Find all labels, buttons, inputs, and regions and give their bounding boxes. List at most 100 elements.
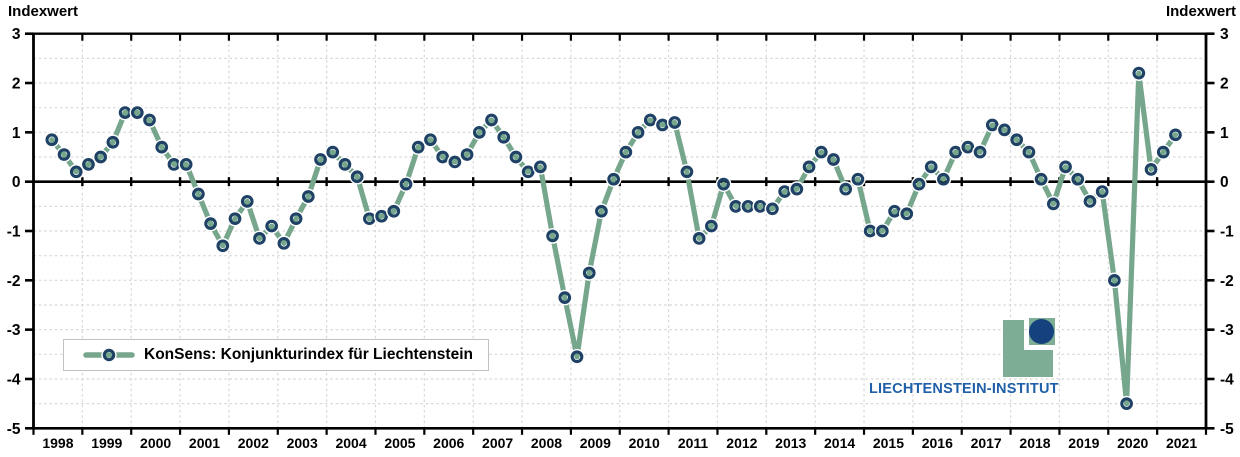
y-tick-label-left: -3 [7,322,21,339]
data-point-marker [1144,162,1158,176]
data-point-marker [228,212,242,226]
x-year-label: 2011 [678,435,709,451]
data-point-halo [471,124,488,141]
data-point-marker [424,133,437,147]
x-year-label: 2015 [873,435,904,451]
data-point-marker [1120,397,1133,410]
data-point-marker [778,185,791,198]
data-point-halo [1143,161,1159,178]
data-point-halo [215,237,231,254]
liechtenstein-institut-wordmark: LIECHTENSTEIN-INSTITUT [869,381,1059,397]
x-year-label: 2001 [189,435,220,451]
x-year-label: 2012 [726,435,757,451]
data-point-marker [155,140,169,154]
x-year-label: 1998 [42,435,73,451]
data-point-halo [1131,65,1147,81]
data-point-marker [1046,197,1060,211]
data-point-halo [1045,196,1062,212]
data-point-halo [92,149,109,165]
data-point-halo [227,210,243,227]
data-point-marker [827,153,840,166]
data-point-halo [801,159,817,175]
legend-series-label: KonSens: Konjunkturindex für Liechtenste… [144,346,473,363]
x-year-label: 2009 [580,435,611,451]
data-point-marker [937,172,950,186]
y-tick-label-left: -2 [7,273,21,290]
data-point-halo [666,114,683,131]
data-point-marker [94,150,108,164]
data-point-halo [679,164,695,180]
x-year-label: 2017 [971,435,1002,451]
data-point-halo [996,122,1013,138]
y-tick-label-right: -1 [1220,224,1234,241]
data-point-halo [825,151,842,168]
data-point-marker [387,204,401,218]
data-point-halo [68,164,85,180]
data-point-marker [546,229,559,243]
data-point-halo [422,131,439,148]
data-point-halo [80,156,97,173]
data-point-marker [534,160,547,174]
data-point-marker [1132,66,1146,80]
y-tick-label-left: -4 [7,371,21,388]
y-tick-label-right: 1 [1220,125,1229,142]
data-point-halo [508,149,524,165]
y-tick-label-left: 1 [12,125,21,142]
data-point-marker [717,177,730,191]
x-year-label: 2003 [287,435,318,451]
data-point-marker [240,195,254,208]
data-point-marker [436,150,450,164]
data-point-halo [972,144,988,160]
x-year-label: 2018 [1019,435,1050,451]
data-point-marker [448,155,462,169]
data-point-halo [44,131,60,148]
data-point-marker [289,212,303,226]
data-point-halo [556,289,573,306]
data-point-marker [106,135,120,149]
x-year-label: 2020 [1117,435,1148,451]
data-point-halo [312,151,329,168]
data-point-halo [898,205,915,222]
data-point-marker [582,266,596,280]
logo-circle [1029,318,1055,344]
data-point-marker [595,204,608,218]
data-point-marker [277,236,291,250]
data-point-marker [790,182,804,196]
data-point-halo [569,348,585,365]
data-point-marker [1169,128,1182,142]
x-year-label: 2000 [140,435,171,451]
data-point-marker [497,130,511,144]
data-point-halo [288,210,304,227]
data-point-halo [300,188,317,205]
data-point-halo [1155,144,1172,160]
data-point-halo [178,156,194,173]
data-point-marker [45,133,59,147]
data-point-marker [619,145,633,159]
data-point-halo [190,186,207,202]
data-point-marker [656,118,669,132]
data-point-halo [129,104,146,121]
y-tick-label-right: -2 [1220,273,1234,290]
data-point-marker [692,232,706,245]
data-point-halo [276,235,292,252]
data-point-marker [985,118,999,132]
x-year-label: 2004 [335,435,366,451]
data-point-halo [1106,272,1123,289]
x-year-label: 2008 [531,435,562,451]
data-point-marker [949,145,962,159]
data-point-halo [1118,395,1135,412]
data-point-halo [850,171,866,188]
x-year-label: 1999 [91,435,122,451]
x-year-label: 2005 [384,435,415,451]
data-point-halo [459,146,475,163]
data-point-marker [1010,133,1024,147]
data-point-halo [1167,127,1184,143]
data-point-marker [888,204,901,218]
data-point-halo [630,124,646,141]
data-point-halo [764,201,781,217]
data-point-halo [1008,131,1025,148]
data-point-marker [753,199,767,213]
data-point-halo [593,203,610,220]
data-point-halo [56,146,72,163]
data-point-marker [204,217,217,230]
